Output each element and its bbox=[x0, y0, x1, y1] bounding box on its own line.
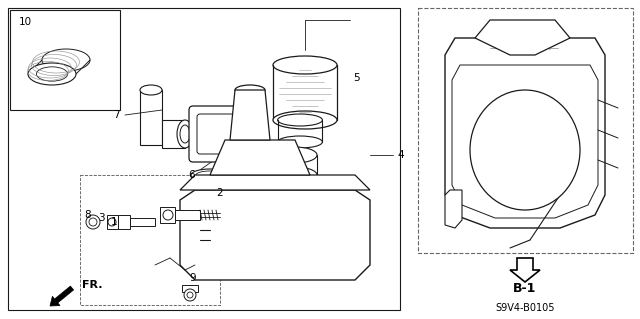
Ellipse shape bbox=[42, 49, 90, 71]
Text: B-1: B-1 bbox=[513, 281, 537, 294]
Polygon shape bbox=[140, 90, 162, 145]
Ellipse shape bbox=[273, 111, 337, 129]
Text: 4: 4 bbox=[397, 150, 404, 160]
Ellipse shape bbox=[273, 147, 317, 163]
Bar bbox=[8, 8, 400, 310]
Polygon shape bbox=[162, 120, 185, 148]
Polygon shape bbox=[210, 140, 310, 175]
Bar bbox=[418, 8, 633, 253]
Ellipse shape bbox=[180, 125, 190, 143]
Circle shape bbox=[184, 289, 196, 301]
Text: 6: 6 bbox=[189, 170, 195, 180]
Text: 8: 8 bbox=[84, 210, 92, 220]
Circle shape bbox=[448, 215, 458, 225]
Text: 5: 5 bbox=[353, 73, 359, 83]
Text: 7: 7 bbox=[113, 110, 119, 120]
Text: 3: 3 bbox=[98, 213, 104, 223]
Polygon shape bbox=[130, 218, 155, 226]
Circle shape bbox=[163, 210, 173, 220]
Polygon shape bbox=[107, 215, 118, 229]
Polygon shape bbox=[230, 90, 270, 140]
Ellipse shape bbox=[470, 90, 580, 210]
Circle shape bbox=[187, 292, 193, 298]
Ellipse shape bbox=[28, 63, 76, 85]
Polygon shape bbox=[510, 258, 540, 282]
Ellipse shape bbox=[235, 85, 265, 95]
Text: 9: 9 bbox=[189, 273, 196, 283]
Ellipse shape bbox=[191, 169, 229, 181]
Text: 2: 2 bbox=[217, 188, 223, 198]
Ellipse shape bbox=[278, 114, 323, 126]
Bar bbox=[80, 175, 220, 305]
Polygon shape bbox=[182, 285, 198, 292]
Ellipse shape bbox=[273, 56, 337, 74]
Ellipse shape bbox=[177, 120, 193, 148]
Ellipse shape bbox=[108, 218, 116, 226]
Polygon shape bbox=[180, 175, 370, 190]
Circle shape bbox=[89, 218, 97, 226]
FancyBboxPatch shape bbox=[189, 106, 245, 162]
Ellipse shape bbox=[278, 136, 323, 148]
Ellipse shape bbox=[140, 85, 162, 95]
Polygon shape bbox=[475, 20, 570, 55]
FancyBboxPatch shape bbox=[197, 114, 237, 154]
Polygon shape bbox=[445, 190, 462, 228]
Text: S9V4-B0105: S9V4-B0105 bbox=[495, 303, 555, 313]
Text: 1: 1 bbox=[111, 217, 117, 227]
Polygon shape bbox=[118, 215, 130, 229]
Polygon shape bbox=[175, 210, 200, 220]
Ellipse shape bbox=[273, 167, 317, 183]
Polygon shape bbox=[180, 190, 370, 280]
Ellipse shape bbox=[36, 67, 68, 81]
Circle shape bbox=[86, 215, 100, 229]
Text: 10: 10 bbox=[19, 17, 31, 27]
Bar bbox=[10, 10, 120, 110]
Polygon shape bbox=[160, 207, 175, 223]
Ellipse shape bbox=[196, 171, 224, 179]
Polygon shape bbox=[445, 38, 605, 228]
FancyArrow shape bbox=[50, 286, 74, 306]
Polygon shape bbox=[452, 65, 598, 218]
Text: FR.: FR. bbox=[82, 280, 102, 290]
